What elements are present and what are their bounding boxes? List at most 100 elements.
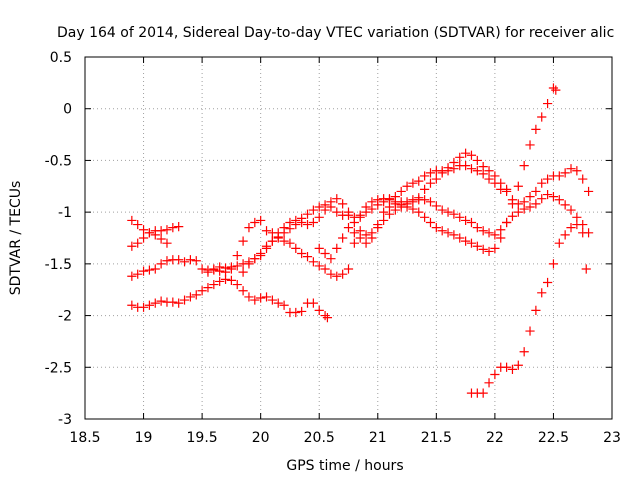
data-point	[297, 213, 307, 223]
data-point	[302, 209, 313, 219]
x-tick-label: 21	[369, 430, 387, 446]
data-point	[554, 195, 564, 205]
data-point	[542, 189, 553, 200]
data-point	[226, 264, 236, 274]
data-series-4	[127, 274, 333, 323]
chart-title: Day 164 of 2014, Sidereal Day-to-day VTE…	[57, 25, 614, 41]
data-point	[127, 300, 137, 310]
data-point	[431, 201, 441, 211]
data-point	[162, 238, 172, 248]
data-point	[314, 212, 324, 222]
data-point	[238, 236, 248, 246]
data-point	[138, 225, 149, 235]
data-point	[373, 223, 383, 233]
data-point	[425, 197, 436, 207]
data-point	[150, 264, 160, 274]
y-tick-label: -1	[58, 205, 72, 221]
data-point	[179, 295, 190, 305]
data-point	[572, 166, 582, 176]
y-tick-label: -2	[58, 309, 72, 325]
data-point	[478, 244, 488, 254]
y-tick-label: -1.5	[45, 257, 72, 273]
data-point	[297, 248, 307, 259]
data-point	[144, 228, 155, 238]
data-point	[384, 209, 395, 219]
data-point	[449, 164, 459, 174]
data-point	[420, 184, 430, 194]
data-point	[513, 181, 523, 191]
data-point	[560, 230, 570, 240]
data-point	[431, 223, 441, 233]
data-point	[431, 174, 441, 184]
data-point	[191, 256, 201, 266]
data-point	[449, 209, 459, 219]
data-point	[502, 186, 512, 197]
data-point	[566, 223, 576, 233]
data-point	[437, 205, 447, 215]
data-point	[379, 207, 389, 217]
y-tick-label: 0	[63, 102, 72, 118]
x-tick-label: 20	[252, 430, 270, 446]
data-point	[578, 174, 588, 184]
data-point	[420, 195, 430, 205]
data-point	[566, 164, 576, 174]
data-point	[525, 326, 535, 336]
data-point	[174, 255, 184, 265]
data-point	[226, 275, 236, 286]
data-point	[443, 166, 453, 176]
data-point	[261, 292, 272, 302]
data-point	[250, 217, 260, 228]
data-point	[537, 112, 547, 122]
data-point	[127, 241, 137, 251]
data-point	[138, 266, 149, 276]
data-point	[361, 230, 371, 240]
x-tick-label: 18.5	[69, 430, 100, 446]
data-point	[220, 263, 231, 273]
data-point	[326, 269, 336, 279]
data-point	[197, 286, 207, 296]
data-point	[185, 255, 195, 265]
data-point	[156, 259, 166, 269]
data-point	[578, 228, 588, 238]
data-series-9	[581, 264, 591, 274]
data-point	[449, 230, 459, 240]
data-point	[302, 219, 313, 230]
data-point	[133, 269, 143, 279]
data-point	[490, 369, 500, 380]
data-point	[133, 238, 143, 248]
x-tick-label: 22	[486, 430, 504, 446]
data-point	[349, 238, 359, 248]
data-point	[472, 241, 482, 251]
data-point	[256, 215, 266, 226]
data-point	[244, 292, 254, 302]
data-point	[232, 261, 242, 271]
data-point	[138, 302, 149, 312]
data-point	[261, 226, 272, 236]
data-point	[273, 298, 283, 308]
data-point	[531, 124, 541, 134]
data-point	[256, 248, 266, 259]
data-point	[496, 225, 506, 235]
data-point	[490, 230, 500, 240]
y-tick-label: -2.5	[45, 360, 72, 376]
data-point	[197, 264, 207, 274]
data-series-5	[238, 189, 594, 277]
data-point	[531, 305, 541, 315]
data-point	[478, 388, 488, 398]
data-point	[472, 166, 482, 176]
data-point	[537, 178, 547, 188]
x-tick-label: 22.5	[538, 430, 569, 446]
data-point	[343, 210, 354, 220]
data-point	[162, 225, 172, 235]
data-point	[461, 236, 471, 246]
data-point	[361, 238, 371, 248]
data-point	[548, 192, 559, 202]
data-point	[332, 243, 342, 253]
data-point	[338, 199, 348, 209]
data-point	[191, 290, 201, 300]
x-tick-label: 19	[135, 430, 153, 446]
data-point	[215, 276, 225, 287]
data-point	[425, 178, 436, 188]
data-point	[291, 243, 301, 253]
data-point	[390, 192, 400, 202]
